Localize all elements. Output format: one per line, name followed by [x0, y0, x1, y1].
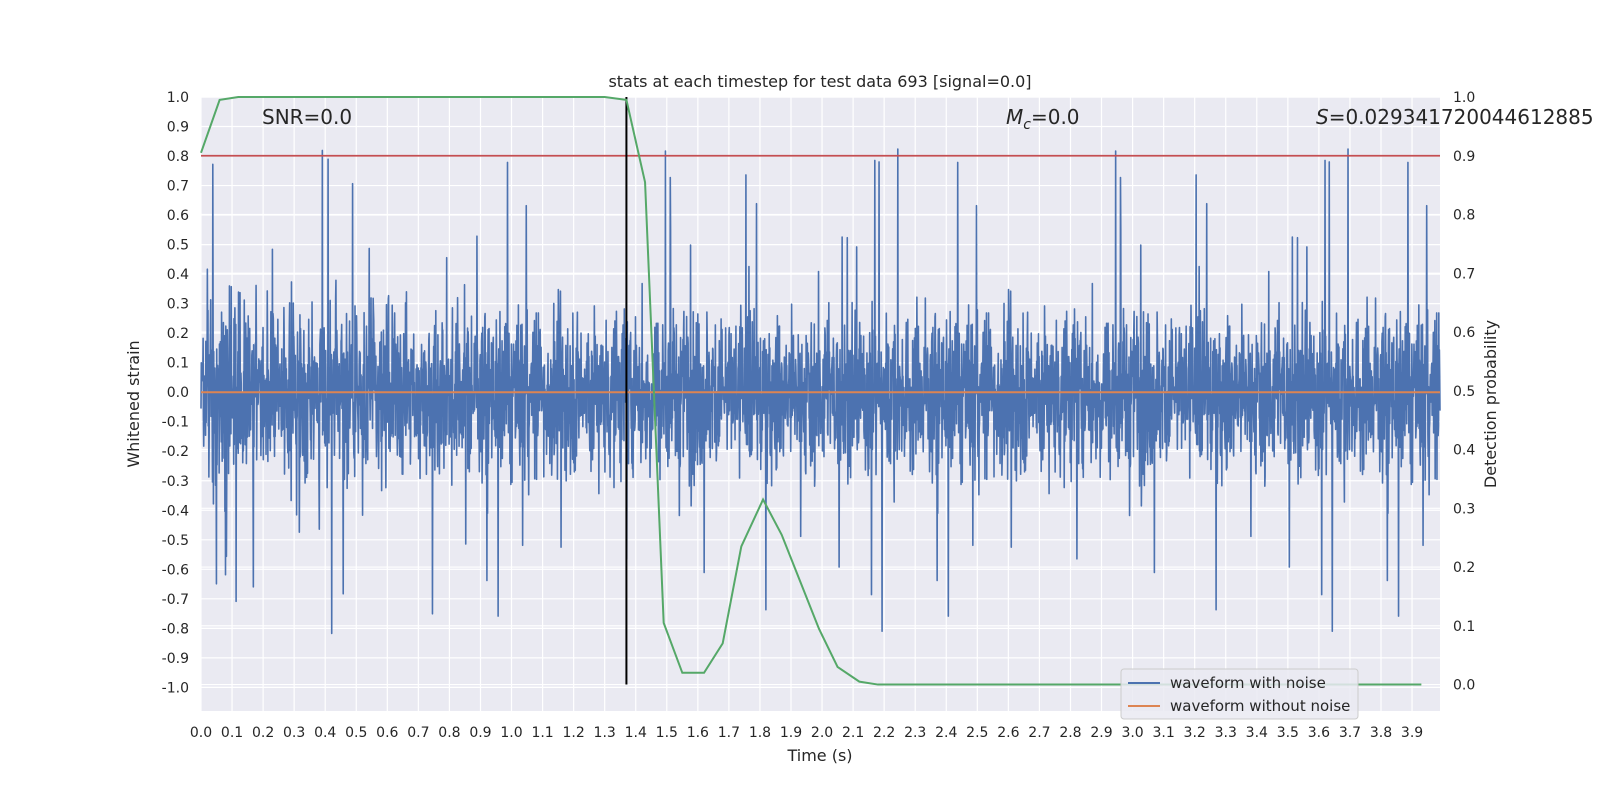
x-tick-label: 2.3 — [904, 725, 926, 741]
legend-label-clean: waveform without noise — [1170, 697, 1350, 715]
x-tick-label: 3.0 — [1121, 725, 1143, 741]
x-tick-label: 0.3 — [283, 725, 305, 741]
x-tick-label: 1.0 — [500, 725, 522, 741]
x-tick-label: 1.6 — [687, 725, 709, 741]
y2-tick-label: 0.5 — [1453, 384, 1475, 400]
y2-tick-label: 1.0 — [1453, 90, 1475, 106]
x-tick-label: 0.7 — [407, 725, 429, 741]
probability-line — [200, 96, 1422, 686]
y-tick-label: -0.5 — [162, 533, 189, 549]
y2-axis-label: Detection probability — [1481, 320, 1500, 488]
y-tick-label: 0.7 — [167, 179, 189, 195]
x-tick-label: 3.3 — [1215, 725, 1237, 741]
y-tick-label: 0.0 — [167, 385, 189, 401]
x-tick-label: 0.9 — [469, 725, 491, 741]
annotation-snr: SNR=0.0 — [262, 105, 352, 129]
y2-tick-label: 0.2 — [1453, 560, 1475, 576]
noise-waveform-line — [200, 148, 1441, 635]
y2-tick-label: 0.9 — [1453, 149, 1475, 165]
x-tick-label: 2.6 — [997, 725, 1019, 741]
x-tick-label: 0.2 — [252, 725, 274, 741]
y2-tick-label: 0.7 — [1453, 266, 1475, 282]
y-tick-label: -0.7 — [162, 592, 189, 608]
x-tick-label: 0.6 — [376, 725, 398, 741]
y-tick-label: -0.9 — [162, 651, 189, 667]
x-tick-label: 1.3 — [594, 725, 616, 741]
x-tick-label: 3.9 — [1401, 725, 1423, 741]
x-tick-label: 2.8 — [1059, 725, 1081, 741]
y-tick-label: -1.0 — [162, 680, 189, 696]
y-tick-label: -0.3 — [162, 474, 189, 490]
y-tick-label: 0.5 — [167, 238, 189, 254]
x-tick-label: 1.5 — [656, 725, 678, 741]
x-tick-label: 0.1 — [221, 725, 243, 741]
x-tick-label: 1.1 — [531, 725, 553, 741]
y-tick-label: 1.0 — [167, 90, 189, 106]
y-tick-label: 0.6 — [167, 208, 189, 224]
x-tick-label: 1.4 — [625, 725, 647, 741]
x-tick-label: 2.0 — [811, 725, 833, 741]
x-tick-label: 2.1 — [842, 725, 864, 741]
x-tick-label: 2.4 — [935, 725, 957, 741]
y-tick-label: -0.1 — [162, 415, 189, 431]
annotation-s: S=0.029341720044612885 — [1316, 105, 1594, 129]
x-tick-label: 3.5 — [1277, 725, 1299, 741]
x-tick-label: 1.7 — [718, 725, 740, 741]
y-tick-label: 0.1 — [167, 356, 189, 372]
y2-tick-label: 0.1 — [1453, 619, 1475, 635]
y-tick-label: -0.4 — [162, 503, 189, 519]
x-tick-label: 3.1 — [1152, 725, 1174, 741]
chart-title: stats at each timestep for test data 693… — [608, 72, 1031, 91]
series-lines — [200, 96, 1440, 686]
y2-tick-label: 0.6 — [1453, 325, 1475, 341]
x-tick-label: 1.2 — [562, 725, 584, 741]
x-tick-label: 3.4 — [1246, 725, 1268, 741]
legend-box — [1120, 668, 1359, 720]
y-axis-label: Whitened strain — [124, 340, 143, 467]
y-tick-label: 0.4 — [167, 267, 189, 283]
x-axis-label: Time (s) — [786, 746, 852, 765]
x-tick-label: 3.2 — [1184, 725, 1206, 741]
x-tick-label: 2.2 — [873, 725, 895, 741]
y-tick-label: -0.8 — [162, 621, 189, 637]
x-tick-label: 3.8 — [1370, 725, 1392, 741]
x-tick-label: 0.8 — [438, 725, 460, 741]
y-tick-label: 0.8 — [167, 149, 189, 165]
legend-label-noise: waveform with noise — [1170, 674, 1326, 692]
legend: waveform with noise waveform without noi… — [1120, 668, 1359, 720]
x-tick-label: 3.7 — [1339, 725, 1361, 741]
y-tick-labels: 1.0 0.9 0.8 0.7 0.6 0.5 0.4 0.3 0.2 0.1 0.0 -0.1 -0.… — [162, 90, 189, 696]
annotation-mc: Mc=0.0 — [1006, 105, 1080, 133]
x-tick-label: 2.9 — [1090, 725, 1112, 741]
x-tick-label: 0.4 — [314, 725, 336, 741]
y2-tick-labels: 0.0 0.1 0.2 0.3 0.4 0.5 0.6 0.7 0.8 0.9 1.0 — [1453, 90, 1475, 694]
y-tick-label: 0.3 — [167, 297, 189, 313]
y-tick-label: -0.6 — [162, 562, 189, 578]
y2-tick-label: 0.3 — [1453, 501, 1475, 517]
y2-tick-label: 0.4 — [1453, 443, 1475, 459]
x-tick-label: 0.5 — [345, 725, 367, 741]
y2-tick-label: 0.8 — [1453, 208, 1475, 224]
x-tick-label: 2.5 — [966, 725, 988, 741]
series-waveform-with-noise — [200, 148, 1441, 635]
x-tick-label: 0.0 — [190, 725, 212, 741]
x-tick-label: 2.7 — [1028, 725, 1050, 741]
y-tick-label: -0.2 — [162, 444, 189, 460]
y-tick-label: 0.9 — [167, 120, 189, 136]
x-tick-label: 1.9 — [780, 725, 802, 741]
x-tick-label: 1.8 — [749, 725, 771, 741]
x-tick-label: 3.6 — [1308, 725, 1330, 741]
x-tick-labels: 0.0 0.1 0.2 0.3 0.4 0.5 0.6 0.7 0.8 0.9 1.0 1.1 1.2 1… — [190, 725, 1423, 741]
y-tick-label: 0.2 — [167, 326, 189, 342]
y2-tick-label: 0.0 — [1453, 678, 1475, 694]
